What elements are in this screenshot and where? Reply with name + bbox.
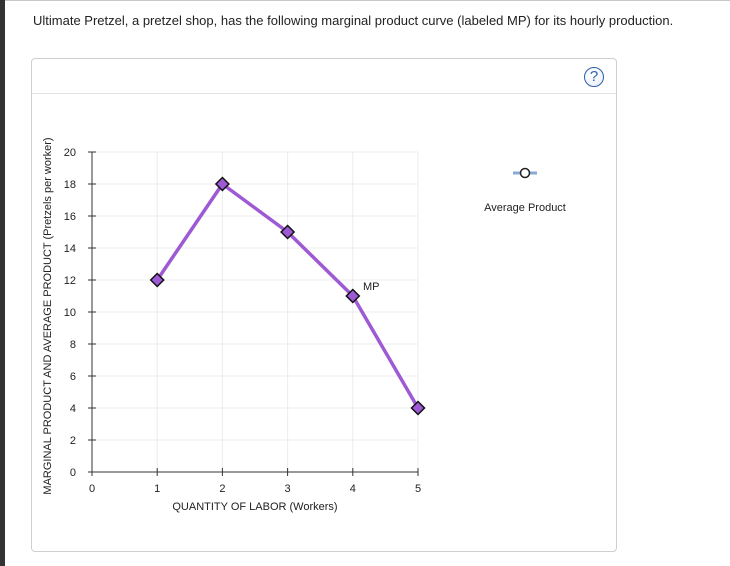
y-tick-label: 12 [64, 275, 76, 287]
y-axis-label: MARGINAL PRODUCT AND AVERAGE PRODUCT (Pr… [42, 137, 54, 494]
y-tick-label: 10 [64, 307, 76, 319]
top-divider [5, 0, 730, 1]
y-tick-label: 4 [70, 403, 76, 415]
mp-point[interactable] [214, 176, 230, 192]
mp-point[interactable] [345, 288, 361, 304]
graph-panel: ? [31, 58, 617, 552]
x-tick-label: 2 [219, 483, 225, 495]
y-tick-label: 0 [70, 467, 76, 479]
y-tick-label: 2 [70, 435, 76, 447]
legend[interactable]: Average Product [484, 167, 566, 215]
x-axis-label: QUANTITY OF LABOR (Workers) [172, 501, 337, 513]
x-tick-label: 4 [350, 483, 356, 495]
mp-point[interactable] [410, 400, 426, 416]
left-edge-bar [0, 0, 5, 566]
mp-point[interactable] [280, 224, 296, 240]
x-tick-label: 0 [89, 483, 95, 495]
legend-marker-average-product[interactable] [519, 167, 531, 179]
y-tick-label: 8 [70, 339, 76, 351]
panel-header-divider [32, 93, 616, 94]
x-tick-label: 5 [415, 483, 421, 495]
x-tick-label: 3 [285, 483, 291, 495]
y-tick-label: 6 [70, 371, 76, 383]
chart-grid [91, 151, 419, 473]
series-label-mp: MP [363, 281, 380, 293]
mp-point[interactable] [149, 272, 165, 288]
y-tick-label: 16 [64, 211, 76, 223]
y-tick-label: 14 [64, 243, 76, 255]
chart-series [149, 176, 426, 416]
y-tick-label: 20 [64, 147, 76, 159]
help-icon[interactable]: ? [584, 67, 604, 87]
question-text: Ultimate Pretzel, a pretzel shop, has th… [33, 13, 674, 28]
y-tick-label: 18 [64, 179, 76, 191]
x-tick-label: 1 [154, 483, 160, 495]
legend-label-average-product: Average Product [484, 202, 566, 214]
